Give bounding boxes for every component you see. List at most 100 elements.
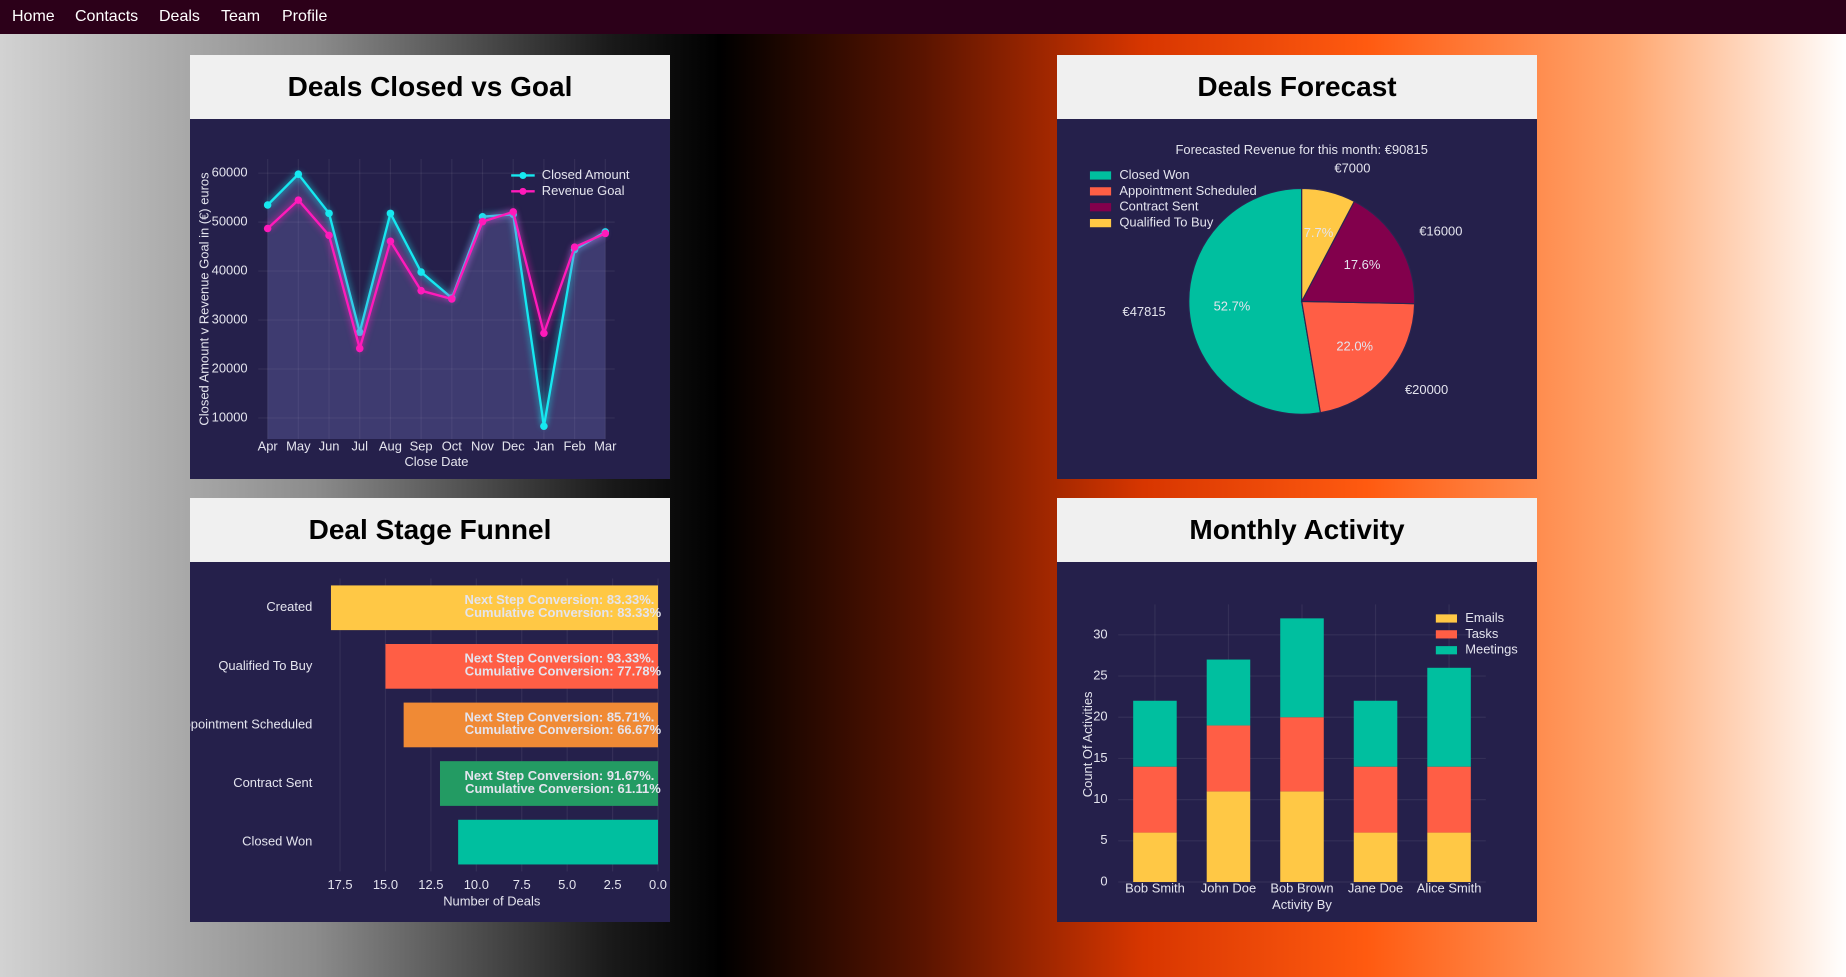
legend-label: Revenue Goal xyxy=(542,183,625,198)
nav-link[interactable]: Deals xyxy=(159,8,200,25)
x-tick-label: 0.0 xyxy=(649,877,667,892)
legend-label: Appointment Scheduled xyxy=(1119,183,1256,198)
legend-swatch xyxy=(1435,646,1457,655)
bar xyxy=(403,702,659,748)
x-tick-label: Apr xyxy=(258,439,279,454)
panel-title: Deals Forecast xyxy=(1057,55,1537,119)
nav-link[interactable]: Team xyxy=(221,8,261,25)
x-tick-label: Oct xyxy=(442,439,463,454)
x-tick-label: Nov xyxy=(471,439,495,454)
panel-title: Monthly Activity xyxy=(1057,498,1537,562)
x-tick-label: Sep xyxy=(410,439,433,454)
bar-segment xyxy=(1353,832,1398,882)
bar-segment xyxy=(1133,700,1177,767)
y-tick-label: 60000 xyxy=(212,165,248,180)
legend-marker xyxy=(519,187,527,195)
y-tick-label: Closed Won xyxy=(242,834,312,849)
bar-segment xyxy=(1353,700,1398,767)
marker xyxy=(294,196,303,204)
marker xyxy=(570,243,579,251)
y-axis-label: Closed Amount v Revenue Goal in (€) euro… xyxy=(197,172,212,425)
nav-link[interactable]: Profile xyxy=(282,8,328,25)
chart: 10000 20000 30000 40000 50000 60000 Apr May Jun J… xyxy=(197,159,630,469)
y-tick-label: Appointment Scheduled xyxy=(190,716,312,731)
marker xyxy=(509,208,517,216)
marker xyxy=(325,231,333,240)
legend-label: Closed Amount xyxy=(542,167,630,182)
value-label: €7000 xyxy=(1334,160,1370,175)
panel: Deals Closed vs Goal 10000 20000 30000 4000… xyxy=(190,55,670,479)
x-tick-label: Dec xyxy=(502,439,526,454)
x-tick-label: 5.0 xyxy=(558,877,576,892)
annotation: Next Step Conversion: 85.71%. xyxy=(465,709,655,724)
marker xyxy=(294,170,303,178)
y-tick-label: 20000 xyxy=(212,360,248,375)
marker xyxy=(448,295,456,303)
legend-marker xyxy=(519,171,527,179)
line xyxy=(266,172,606,427)
legend-label: Meetings xyxy=(1465,642,1518,657)
marker xyxy=(386,237,395,246)
x-tick-label: 12.5 xyxy=(418,877,443,892)
percent-label: 17.6% xyxy=(1344,257,1381,272)
bar-segment xyxy=(1206,791,1251,882)
nav-link[interactable]: Home xyxy=(12,8,55,25)
chart: 17.5 15.0 12.5 10.0 7.5 5.0 2.5 0.0 Created Next … xyxy=(190,578,667,908)
y-tick-label: 10000 xyxy=(212,409,248,424)
y-tick-label: Created xyxy=(266,599,312,614)
x-tick-label: 2.5 xyxy=(604,877,622,892)
marker xyxy=(263,201,272,209)
x-tick-label: 7.5 xyxy=(513,877,531,892)
legend-label: Contract Sent xyxy=(1119,199,1199,214)
annotation: Next Step Conversion: 93.33%. xyxy=(465,651,655,666)
y-tick-label: 0 xyxy=(1100,873,1107,888)
annotation: Cumulative Conversion: 83.33% xyxy=(465,605,662,620)
x-tick-label: 17.5 xyxy=(327,877,352,892)
marker xyxy=(263,224,272,233)
x-tick-label: Mar xyxy=(594,439,617,454)
legend-swatch xyxy=(1089,171,1112,180)
legend-label: Closed Won xyxy=(1119,167,1189,182)
bar xyxy=(330,585,659,631)
nav-link[interactable]: Contacts xyxy=(75,8,139,25)
x-axis-label: Close Date xyxy=(404,454,468,469)
pie-slice xyxy=(1301,300,1416,414)
nav-bar: Home Contacts Deals Team Profile xyxy=(0,0,1846,34)
bar xyxy=(458,819,659,865)
pie-slice xyxy=(1301,187,1356,302)
legend-swatch xyxy=(1435,614,1457,623)
pie-slice xyxy=(1188,187,1322,415)
annotation: Cumulative Conversion: 77.78% xyxy=(465,664,662,679)
line xyxy=(266,198,606,353)
bar-segment xyxy=(1206,659,1251,726)
bar-segment xyxy=(1206,725,1251,792)
value-label: €20000 xyxy=(1405,382,1448,397)
legend-label: Emails xyxy=(1465,610,1504,625)
annotation: Cumulative Conversion: 61.11% xyxy=(465,781,661,796)
y-tick-label: 30000 xyxy=(212,311,248,326)
y-tick-label: 40000 xyxy=(212,263,248,278)
annotation: Next Step Conversion: 91.67%. xyxy=(465,768,655,783)
bar-segment xyxy=(1427,832,1471,882)
pie-slice xyxy=(1300,200,1416,305)
y-tick-label: 10 xyxy=(1093,791,1107,806)
panel: Deal Stage Funnel 17.5 15.0 12.5 10.0 7.5 5.0… xyxy=(190,498,670,922)
y-tick-label: 50000 xyxy=(212,214,248,229)
percent-label: 7.7% xyxy=(1304,225,1334,240)
marker xyxy=(417,286,425,295)
bar-segment xyxy=(1133,832,1177,882)
marker xyxy=(386,209,395,218)
bar xyxy=(385,644,659,689)
legend-swatch xyxy=(1089,203,1112,212)
bar-segment xyxy=(1280,717,1324,792)
subtitle: Forecasted Revenue for this month: €9081… xyxy=(1175,142,1427,157)
annotation: Cumulative Conversion: 66.67% xyxy=(465,722,662,737)
bar xyxy=(439,761,659,806)
annotation: Next Step Conversion: 83.33%. xyxy=(465,592,655,607)
x-tick-label: Jan xyxy=(533,439,554,454)
y-tick-label: 15 xyxy=(1093,750,1107,765)
panel-title: Deal Stage Funnel xyxy=(190,498,670,562)
legend-swatch xyxy=(1089,187,1112,196)
bar-segment xyxy=(1427,667,1471,767)
